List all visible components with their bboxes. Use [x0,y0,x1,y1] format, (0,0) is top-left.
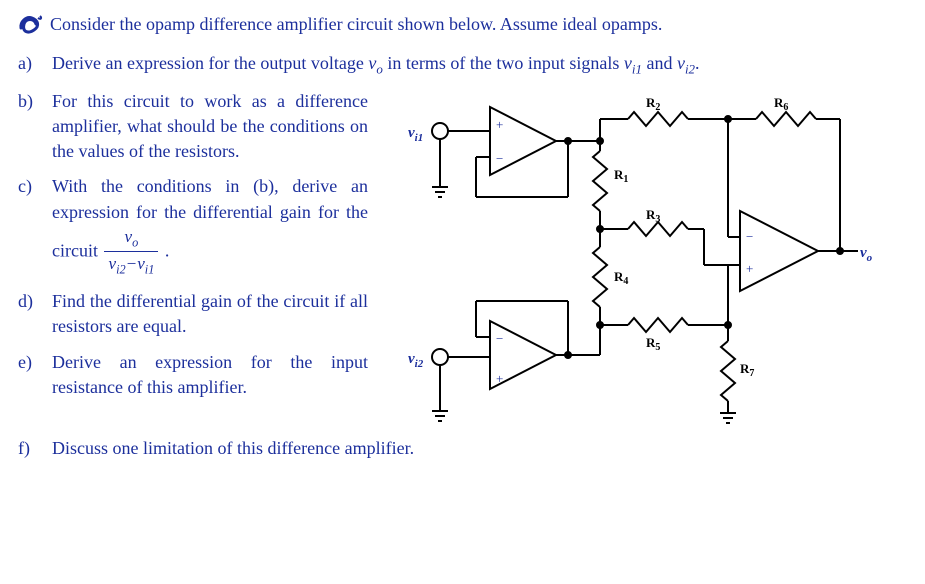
question-f-body: Discuss one limitation of this differenc… [52,436,907,461]
intro-text: Consider the opamp difference amplifier … [50,12,907,37]
qc-den-sub2: i1 [145,263,155,277]
circuit-diagram-container: + − [368,89,907,436]
label-vi2: vi2 [408,351,424,370]
question-e-body: Derive an expression for the input resis… [52,350,368,400]
qc-den-v2: v [137,254,145,273]
question-e: e) Derive an expression for the input re… [18,350,368,400]
qa-text-pre: Derive an expression for the output volt… [52,53,368,73]
question-a-label: a) [18,51,52,79]
question-header: Consider the opamp difference amplifier … [18,12,907,37]
qa-vi1: v [624,53,632,73]
qc-text-post: . [165,240,170,260]
question-e-label: e) [18,350,52,400]
question-b-body: For this circuit to work as a difference… [52,89,368,165]
qc-num-sub: o [132,235,138,249]
question-c-label: c) [18,174,52,279]
label-r7: R7 [740,361,754,379]
qa-vi1-sub: i1 [632,62,642,77]
qa-and: and [642,53,677,73]
two-column-region: b) For this circuit to work as a differe… [18,89,907,436]
qc-den-v1: v [108,254,116,273]
label-r6: R6 [774,95,788,113]
svg-text:−: − [496,331,503,346]
question-d: d) Find the differential gain of the cir… [18,289,368,339]
question-list: a) Derive an expression for the output v… [18,51,907,461]
label-vi1: vi1 [408,125,423,144]
question-a-body: Derive an expression for the output volt… [52,51,907,79]
label-r5: R5 [646,335,660,353]
qa-text-mid: in terms of the two input signals [383,53,624,73]
label-r4: R4 [614,269,628,287]
svg-text:−: − [746,229,753,244]
question-f-label: f) [18,436,52,461]
question-d-body: Find the differential gain of the circui… [52,289,368,339]
label-r1: R1 [614,167,628,185]
svg-text:−: − [496,151,503,166]
circuit-diagram: + − [388,89,878,429]
qa-vi2: v [677,53,685,73]
svg-text:+: + [746,261,753,276]
qc-fraction: vo vi2−vi1 [104,225,158,279]
qc-num-v: v [125,227,133,246]
qc-den-sub1: i2 [116,263,126,277]
qa-vi2-sub: i2 [685,62,695,77]
qc-text-pre: With the conditions in (b), derive an ex… [52,176,368,260]
question-c-body: With the conditions in (b), derive an ex… [52,174,368,279]
svg-text:+: + [496,371,503,386]
qc-minus: − [126,254,138,273]
question-a: a) Derive an expression for the output v… [18,51,907,79]
question-b: b) For this circuit to work as a differe… [18,89,368,165]
question-b-label: b) [18,89,52,165]
left-column: b) For this circuit to work as a differe… [18,89,368,410]
question-c: c) With the conditions in (b), derive an… [18,174,368,279]
svg-text:+: + [496,117,503,132]
question-d-label: d) [18,289,52,339]
label-vo: vo [860,245,873,264]
qa-text-post: . [695,53,700,73]
label-r2: R2 [646,95,660,113]
annotation-scribble-icon [18,14,44,36]
question-f: f) Discuss one limitation of this differ… [18,436,907,461]
